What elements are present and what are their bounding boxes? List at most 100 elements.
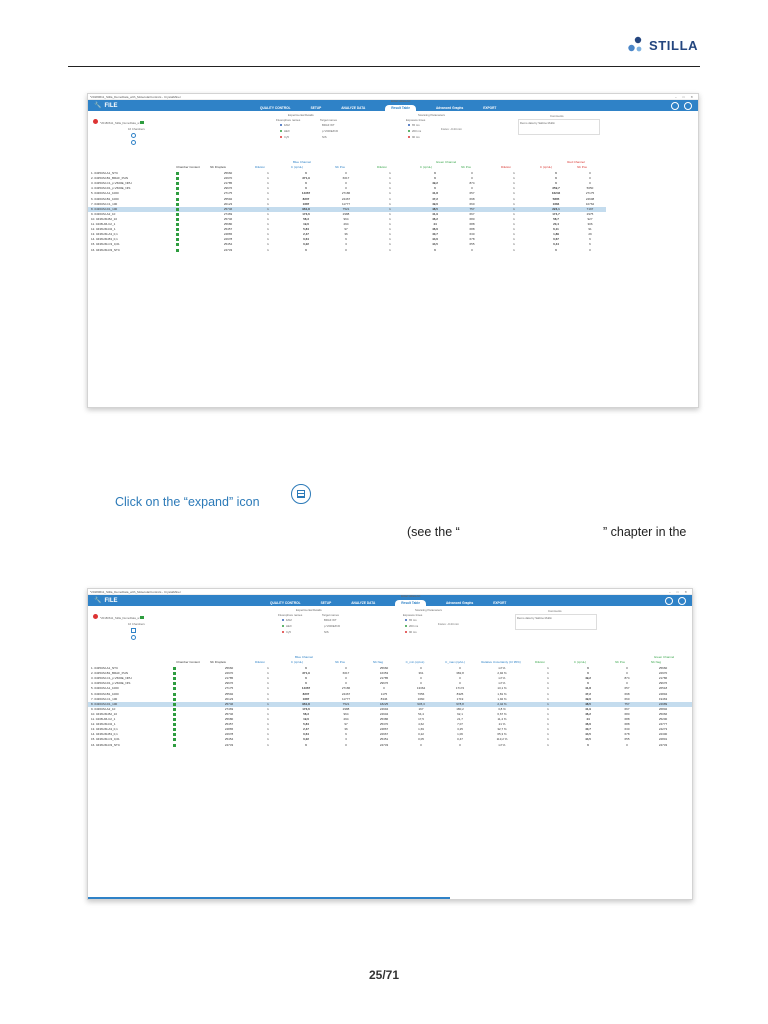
camera-icon[interactable] <box>671 101 679 110</box>
table-cell: 47,2 <box>585 691 591 696</box>
file-menu[interactable]: FILE <box>104 102 118 109</box>
table-row[interactable]: 5. 0436UM-A1_1000 27175 1 14367 27186 1 41,8 65… <box>88 191 698 196</box>
table-cell: 1 <box>267 711 269 716</box>
table-row[interactable]: 13. 0436UM-A3_0,1 24865 1 2,47 36 1 40,7 630 1 1,… <box>88 232 698 237</box>
table-cell: 1687 <box>302 201 310 206</box>
droplet-count: 25454 <box>223 242 233 247</box>
table-cell: 40,7 <box>585 727 591 732</box>
table-row[interactable]: 15. 0436UM-C3_0,01 25454 1 0,22 3 25451 0,05 0,… <box>88 737 692 742</box>
table-row[interactable]: 2. 0435UM-B1_BRAF_PHN 22970 1 371,9 6617 1635… <box>88 671 692 676</box>
table-cell: 6 <box>589 242 591 247</box>
table-row[interactable]: 3. 0435UM-C1_p.V600E_NPH 21785 1 0 0 1 49,2 874… <box>88 181 698 186</box>
tab-analyze-data[interactable]: ANALYZE DATA <box>341 106 366 110</box>
table-cell: 11777 <box>341 696 351 701</box>
table-row[interactable]: 9. 0436UM-A2_10 27469 1 173,6 2988 24994 167 18… <box>88 707 692 712</box>
help-icon[interactable] <box>678 596 686 605</box>
chamber-content-swatch <box>176 172 179 175</box>
table-row[interactable]: 11. 0436UM-C2_1 25680 1 19,6 294 25386 17,5 21,… <box>88 717 692 722</box>
tab-export[interactable]: EXPORT <box>483 106 497 110</box>
table-row[interactable]: 13. 0436UM-A3_0,1 24865 1 2,47 36 24867 1,69 3,… <box>88 727 692 732</box>
table-row[interactable]: 4. 0435UM-D1_p.V600E_NIS 29676 1 0 0 1 0 0 1 359,… <box>88 186 698 191</box>
table-row[interactable]: 6. 0436UM-B1_1000 25592 1 8207 24467 1 47,2 698… <box>88 197 698 202</box>
wrench-icon: 🔧 <box>94 103 102 109</box>
table-row[interactable]: 8. 0436UM-D1_100 25746 1 961,8 7521 1 48,5 757 1… <box>88 206 606 212</box>
table-cell: 1,06 <box>457 732 463 737</box>
maximize-icon[interactable]: □ <box>682 94 685 99</box>
maximize-icon[interactable]: □ <box>676 589 679 594</box>
table-row[interactable]: 10. 0436UM-B2_10 25746 1 58,3 964 24904 54,4 62… <box>88 712 692 717</box>
table-cell: 29676 <box>658 681 668 686</box>
table-row[interactable]: 14. 0436UM-B3_0,1 22978 1 0,64 9 22967 0,22 1,0… <box>88 732 692 737</box>
table-row[interactable]: 16. 0436UM-D3_NTC 24733 1 0 0 24733 0 0 inf % 1 0 0… <box>88 743 692 748</box>
chamber-content-swatch <box>173 707 176 711</box>
table-row[interactable]: 9. 0436UM-A2_10 27469 1 173,6 2988 1 41,9 667 1 1… <box>88 212 698 217</box>
chamber-name: 2. 0435UM-B1_BRAF_PHN <box>91 671 129 676</box>
table-cell: 0 <box>459 676 461 681</box>
tab-result-table[interactable]: Initial stilla/a.txt Result Table <box>395 595 426 606</box>
table-row[interactable]: 5. 0436UM-A1_1000 27175 1 14367 27186 0 13364 1… <box>88 686 692 691</box>
info-icon[interactable] <box>131 140 136 145</box>
table-cell: 0 <box>459 681 461 686</box>
table-cell: 10762 <box>585 201 595 206</box>
camera-icon[interactable] <box>665 596 673 605</box>
expand-icon[interactable] <box>131 133 136 138</box>
tab-advanced-graphs[interactable]: Advanced Graphs <box>445 600 474 605</box>
table-row[interactable]: 1. 0435UM-A1_NTC 25660 1 0 0 1 0 0 1 0 0 <box>88 171 698 176</box>
table-cell: 1 <box>389 176 391 181</box>
table-row[interactable]: 6. 0436UM-B1_1000 25592 1 8207 24467 1175 7656… <box>88 692 692 697</box>
tab-quality-control[interactable]: QUALITY CONTROL <box>270 601 301 605</box>
help-icon[interactable] <box>684 101 692 110</box>
tab-analyze-data[interactable]: ANALYZE DATA <box>351 601 376 605</box>
table-row[interactable]: 16. 0436UM-D3_NTC 24733 1 0 0 1 0 0 1 0 0 <box>88 248 698 253</box>
window-title: *20180611_Stilla_DemoData_with_Molecular… <box>90 94 181 99</box>
table-cell: 1 <box>513 227 515 232</box>
table-row[interactable]: 10. 0436UM-B2_10 25746 1 58,3 964 1 46,2 680 1 58… <box>88 217 698 222</box>
table-row[interactable]: 14. 0436UM-B3_0,1 22978 1 0,64 9 1 44,6 678 1 0,6… <box>88 237 698 242</box>
table-cell: 1 <box>513 247 515 252</box>
horizontal-scrollbar[interactable] <box>88 897 451 899</box>
table-row[interactable]: 12. 0436UM-D2_1 25457 1 5,84 97 1 46,6 688 1 6,11… <box>88 227 698 232</box>
table-cell: 25200 <box>658 717 668 721</box>
table-cell: 1 <box>547 706 549 711</box>
droplet-count: 25746 <box>224 701 234 706</box>
table-cell: 8346 <box>380 696 388 701</box>
table-row[interactable]: 15. 0436UM-C3_0,01 25454 1 0,22 3 1 44,5 655 1 0,… <box>88 242 698 247</box>
table-row[interactable]: 3. 0435UM-C1_p.V600E_NPH 21785 1 0 0 21785 0 0 i… <box>88 676 692 681</box>
table-cell: 0 <box>626 671 628 676</box>
chamber-content-swatch <box>176 177 179 181</box>
table-cell: 0 <box>471 176 473 181</box>
chip-icon <box>93 614 98 619</box>
comments-box[interactable]: Demo data by Sabine Mullin <box>515 614 597 630</box>
column-header: Nb Neg <box>650 660 662 664</box>
table-row[interactable]: 11. 0436UM-C2_1 25680 1 19,6 294 1 44 688 1 20,4 3… <box>88 222 698 227</box>
table-row[interactable]: 7. 0436UM-C1_100 20123 1 1687 11777 8346 1660 1… <box>88 697 692 702</box>
close-icon[interactable]: ✕ <box>684 589 687 594</box>
minimize-icon[interactable]: – <box>669 589 671 594</box>
minimize-icon[interactable]: – <box>675 94 677 99</box>
tab-advanced-graphs[interactable]: Advanced Graphs <box>435 105 464 110</box>
table-row[interactable]: 7. 0436UM-C1_100 20123 1 1687 11777 1 49,6 660 1… <box>88 202 698 207</box>
info-icon[interactable] <box>131 635 136 640</box>
page-number: 25/71 <box>368 968 400 982</box>
chip-name: *20180611_Stilla_DemoData_w <box>100 616 140 620</box>
tab-setup[interactable]: SETUP <box>320 601 332 605</box>
file-menu[interactable]: FILE <box>104 597 118 604</box>
table-row[interactable]: 4. 0435UM-D1_p.V600E_NIS 29676 1 0 0 29676 0 0 i… <box>88 681 692 686</box>
table-row[interactable]: 2. 0435UM-B1_BRAF_PHN 22970 1 371,9 6617 1 0 0 1… <box>88 176 698 181</box>
table-row[interactable]: 12. 0436UM-D2_1 25457 1 5,84 97 25370 4,62 7,07… <box>88 722 692 727</box>
tab-export[interactable]: EXPORT <box>493 601 507 605</box>
table-cell: 32,7 % <box>497 727 507 732</box>
tab-setup[interactable]: SETUP <box>310 106 322 110</box>
tab-quality-control[interactable]: QUALITY CONTROL <box>260 106 291 110</box>
collapse-icon[interactable] <box>131 628 136 633</box>
table-cell: 1 <box>513 186 515 191</box>
table-row[interactable]: 8. 0436UM-D1_100 25746 1 961,8 7521 18225 945,… <box>88 701 692 707</box>
chamber-content-swatch <box>173 723 176 727</box>
tab-result-table[interactable]: Initial stilla/a.txt Result Table <box>385 100 416 111</box>
close-icon[interactable]: ✕ <box>690 94 693 99</box>
comments-box[interactable]: Demo data by Sabine Mullin <box>518 119 600 135</box>
table-row[interactable]: 1. 0435UM-A1_NTC 25660 1 0 0 25660 0 0 inf % 1 0 0 2… <box>88 666 692 671</box>
table-cell: 113,2 % <box>496 737 508 742</box>
table-cell: 0 <box>589 171 591 175</box>
chamber-name: 6. 0436UM-B1_1000 <box>91 196 119 201</box>
